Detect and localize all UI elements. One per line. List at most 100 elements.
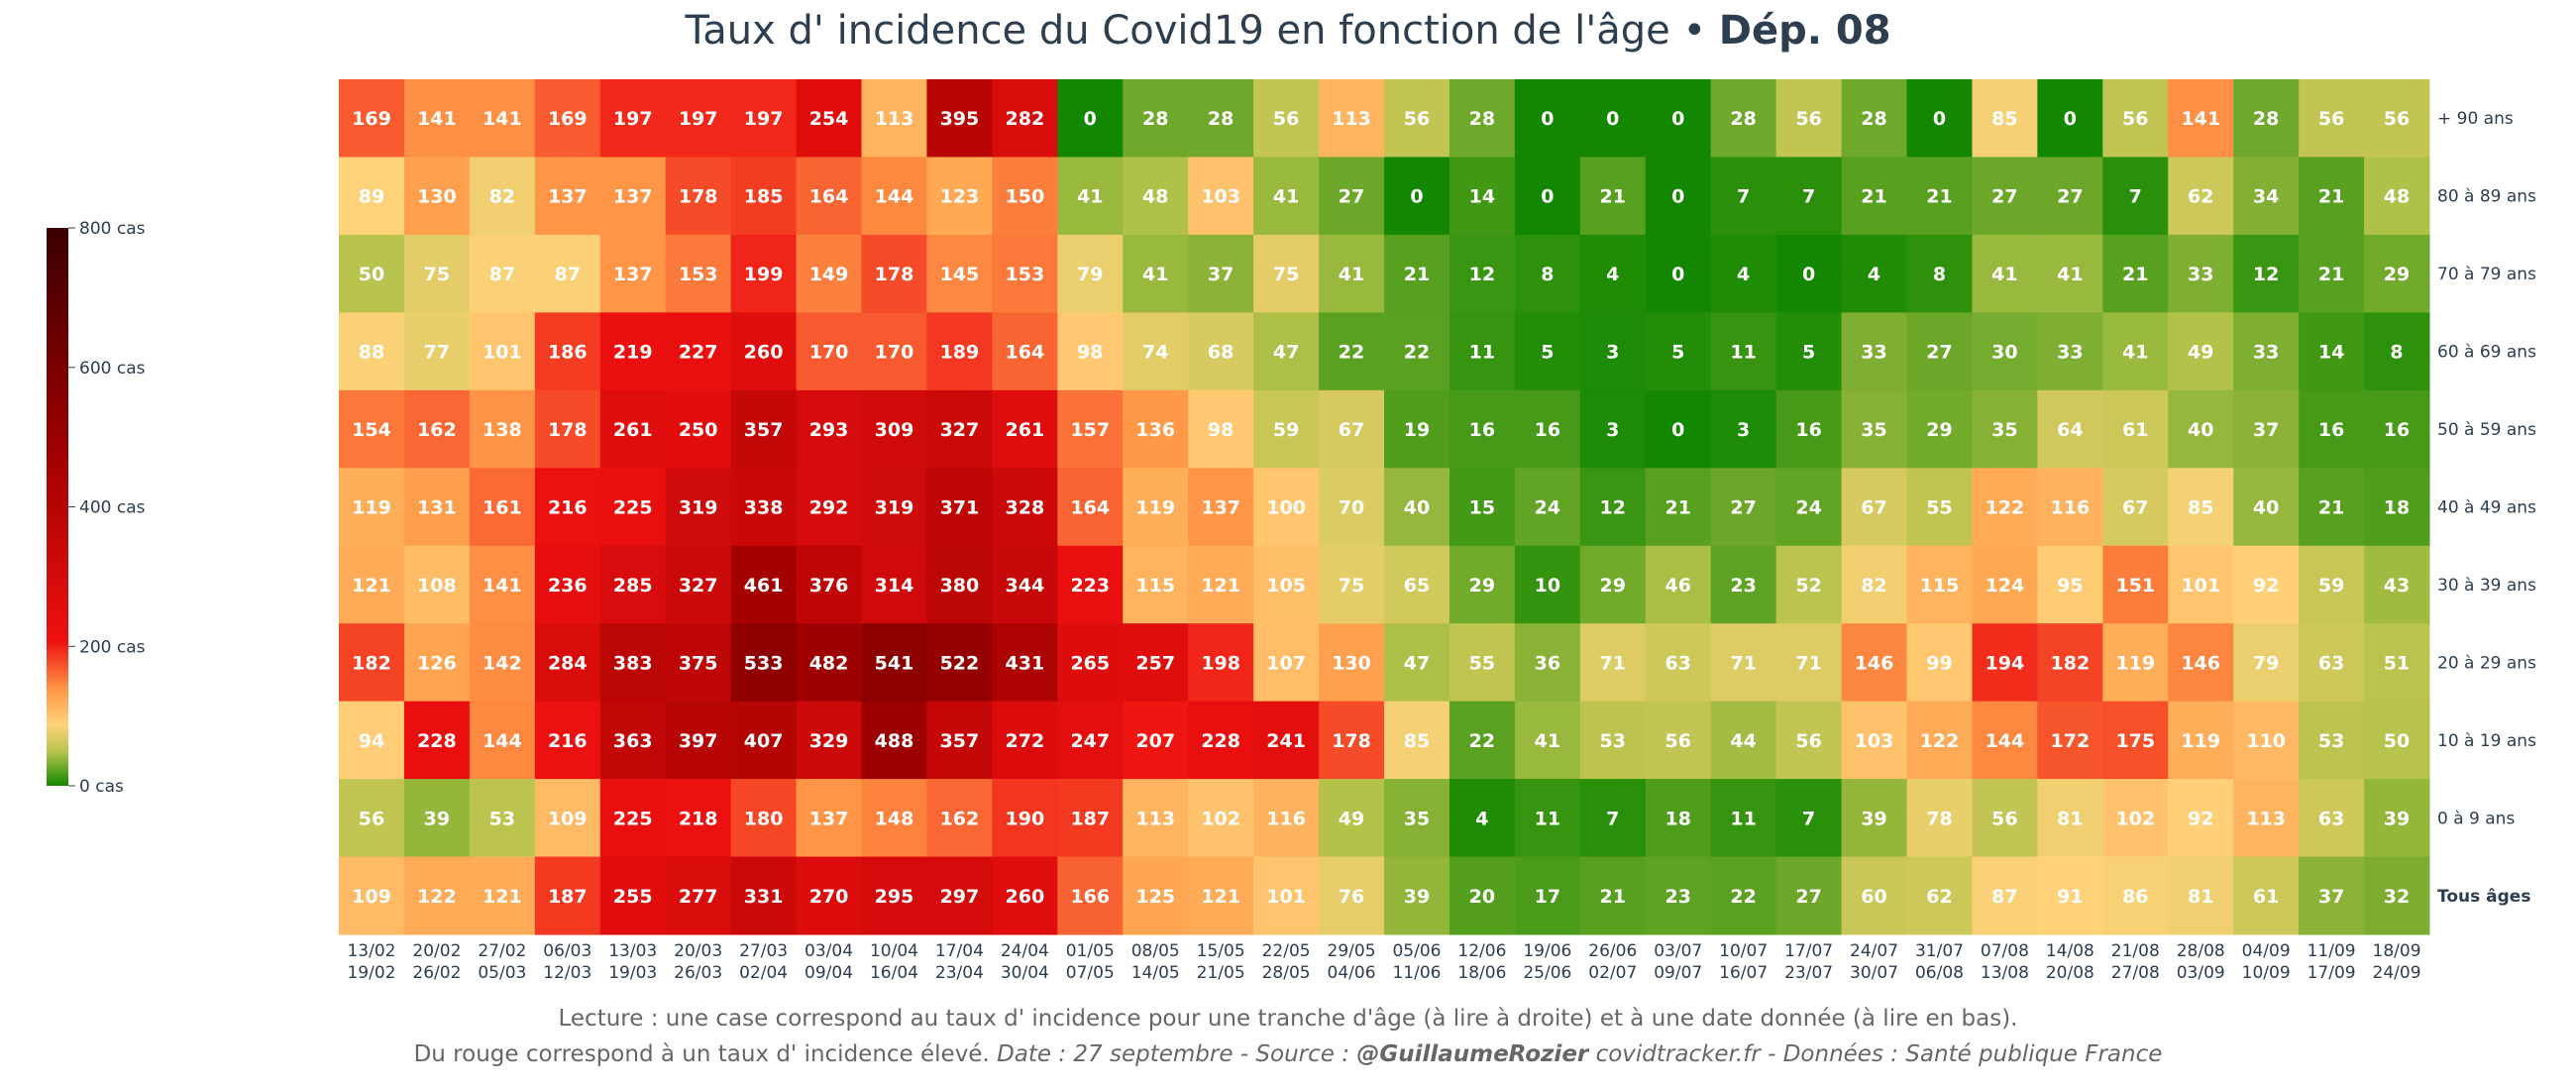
cell-value: 102 [2115,808,2155,829]
heatmap-cell [534,312,601,391]
cell-value: 164 [1070,497,1110,519]
title-department: Dép. 08 [1718,8,1891,54]
heatmap-cell [2299,545,2365,624]
cell-value: 113 [1332,108,1371,130]
column-label-end: 30/07 [1850,963,1898,983]
title-separator: • [1669,8,1719,54]
cell-value: 119 [2115,652,2155,674]
heatmap-cell [534,389,601,469]
cell-value: 309 [875,419,914,441]
cell-value: 14 [2318,342,2344,364]
heatmap-cell [1384,79,1450,158]
cell-value: 59 [2318,575,2344,597]
heatmap-cell [665,701,732,780]
cell-value: 22 [1469,730,1495,752]
column-label-end: 05/03 [478,963,526,983]
cell-value: 29 [1600,575,1626,597]
column-label-start: 05/06 [1392,941,1441,961]
cell-value: 76 [1339,886,1364,908]
heatmap-cell [992,468,1058,547]
cell-value: 0 [1933,108,1946,130]
heatmap-cell [2102,79,2169,158]
cell-value: 482 [809,652,849,674]
heatmap-cell [1841,312,1907,391]
cell-value: 53 [1600,730,1626,752]
cell-value: 149 [809,264,849,285]
cell-value: 82 [1861,575,1886,597]
heatmap-cell [796,856,862,935]
heatmap-cell [1775,545,1843,624]
cell-value: 169 [352,108,391,130]
cell-value: 131 [417,497,457,519]
heatmap-cell [2037,779,2103,858]
cell-value: 39 [424,808,450,829]
cell-value: 41 [1991,264,2017,285]
column-label-end: 16/04 [870,963,918,983]
cell-value: 56 [2318,108,2344,130]
heatmap-cell [1253,856,1320,935]
heatmap-cell [861,701,927,780]
row-label: 70 à 79 ans [2437,265,2536,284]
heatmap-cell [1449,468,1516,547]
heatmap-cell [1123,623,1189,703]
heatmap-cell [861,779,927,858]
heatmap-cell [1449,856,1516,935]
heatmap-cell [1775,701,1843,780]
heatmap-cell [469,79,536,158]
heatmap-cell [730,623,798,703]
heatmap-cell [861,234,927,313]
heatmap-cell [2233,157,2300,236]
cell-value: 170 [809,342,849,364]
cell-value: 137 [548,186,588,208]
cell-value: 40 [1404,497,1430,519]
cell-value: 7 [2129,186,2142,208]
heatmap-cell [2037,545,2103,624]
row-label: 0 à 9 ans [2437,809,2515,828]
cell-value: 277 [679,886,718,908]
cell-value: 64 [2057,419,2083,441]
heatmap-cell [2233,545,2300,624]
heatmap-cell [2102,545,2169,624]
heatmap-cell [2102,468,2169,547]
cell-value: 99 [1926,652,1952,674]
heatmap-cell [1384,701,1450,780]
heatmap-cell [1319,312,1385,391]
column-label-start: 19/06 [1523,941,1571,961]
heatmap-cell [992,779,1058,858]
cell-value: 180 [744,808,784,829]
cell-value: 137 [1201,497,1240,519]
cell-value: 101 [483,342,522,364]
heatmap-cell [534,468,601,547]
heatmap-cell [1906,468,1973,547]
cell-value: 92 [2253,575,2279,597]
heatmap-cell [339,623,405,703]
cell-value: 130 [417,186,457,208]
heatmap-cell [1906,856,1973,935]
cell-value: 18 [2384,497,2410,519]
cell-value: 255 [613,886,653,908]
title-main: Taux d' incidence du Covid19 en fonction… [685,8,1670,54]
heatmap-cell [1057,312,1124,391]
cell-value: 21 [2122,264,2148,285]
heatmap-cell [2168,79,2234,158]
heatmap-cell [1906,779,1973,858]
cell-value: 376 [809,575,849,597]
heatmap-cell [1319,79,1385,158]
cell-value: 228 [417,730,457,752]
cell-value: 12 [1600,497,1626,519]
footer-credits: covidtracker.fr - Données : Santé publiq… [1588,1041,2163,1067]
heatmap-cell [534,701,601,780]
heatmap-cell [403,856,471,935]
heatmap-cell [1123,312,1189,391]
cell-value: 11 [1730,808,1756,829]
colorbar-tick-label: 400 cas [79,498,146,518]
heatmap-cell [2168,468,2234,547]
column-label-start: 11/09 [2308,941,2356,961]
cell-value: 49 [2188,342,2213,364]
heatmap-cell [861,545,927,624]
heatmap-cell [1319,545,1385,624]
heatmap-cell [1319,468,1385,547]
cell-value: 138 [483,419,522,441]
heatmap-cell [730,234,798,313]
heatmap-cell [339,312,405,391]
